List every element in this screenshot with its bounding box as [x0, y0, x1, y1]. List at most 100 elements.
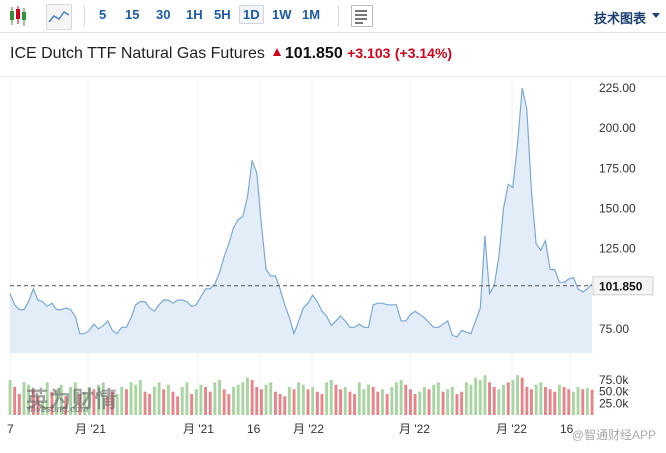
- x-tick-label: 7: [7, 422, 14, 436]
- volume-bar: [69, 387, 72, 415]
- technical-chart-link[interactable]: 技术图表: [593, 11, 646, 26]
- zhitong-watermark: @智通财经APP: [571, 428, 656, 442]
- toolbar-separator: [338, 5, 339, 27]
- volume-bar: [208, 391, 212, 415]
- volume-bar: [297, 382, 301, 415]
- volume-bar: [111, 391, 114, 415]
- volume-bar: [348, 391, 352, 415]
- timeframe-30[interactable]: 30: [156, 7, 171, 22]
- chevron-down-icon[interactable]: [652, 13, 660, 18]
- volume-bar: [553, 391, 557, 415]
- volume-bar: [246, 377, 249, 415]
- volume-bar: [129, 382, 133, 415]
- volume-bar: [506, 382, 510, 415]
- volume-bar: [432, 384, 436, 415]
- volume-bar: [31, 389, 35, 415]
- volume-bar: [418, 391, 422, 415]
- toolbar-separator: [84, 5, 85, 27]
- volume-bar: [371, 387, 375, 415]
- y-tick-label: 75.00: [599, 322, 629, 336]
- volume-bar: [176, 396, 180, 415]
- volume-bar: [339, 389, 342, 415]
- current-price-box: [592, 276, 654, 296]
- y-tick-label: 175.00: [599, 161, 636, 175]
- x-tick-label: 月 '22: [496, 422, 527, 436]
- volume-bar: [269, 382, 273, 415]
- volume-bar: [27, 384, 31, 415]
- volume-bar: [450, 387, 454, 415]
- volume-bar: [64, 396, 68, 415]
- volume-bar: [152, 387, 156, 415]
- area-chart-icon[interactable]: [46, 4, 72, 30]
- volume-bar: [162, 389, 166, 415]
- price-series: [9, 87, 593, 353]
- x-axis-ticks: 7 月 '21 月 '21 16 月 '22 月 '22 月 '22 16: [7, 422, 574, 436]
- volume-bar: [315, 391, 319, 415]
- volume-bar: [306, 389, 310, 415]
- volume-bar: [250, 380, 254, 415]
- volume-bar: [385, 394, 389, 415]
- volume-bar: [180, 387, 184, 415]
- volume-bar: [464, 382, 468, 415]
- volume-bar: [301, 384, 305, 415]
- volume-bar: [218, 380, 221, 415]
- timeframe-1m[interactable]: 1M: [302, 7, 321, 22]
- volume-bar: [544, 387, 547, 415]
- timeframe-1h[interactable]: 1H: [186, 7, 203, 22]
- y-axis-ticks: 225.00200.00175.00150.00125.00100.0075.0…: [599, 81, 636, 336]
- x-tick-label: 月 '21: [183, 422, 214, 436]
- volume-bar: [138, 380, 142, 415]
- volume-bar: [320, 394, 324, 415]
- volume-bar: [204, 387, 207, 415]
- y-tick-label: 125.00: [599, 242, 636, 256]
- volume-bar: [55, 389, 58, 415]
- candlestick-icon[interactable]: [6, 4, 30, 28]
- volume-bar: [78, 394, 82, 415]
- volume-bar: [409, 389, 412, 415]
- x-tick-label: 月 '21: [75, 422, 106, 436]
- volume-bar: [8, 380, 12, 415]
- volume-bar: [329, 380, 333, 415]
- volume-bar: [148, 394, 152, 415]
- volume-bar: [274, 391, 277, 415]
- x-tick-label: 月 '22: [293, 422, 324, 436]
- volume-bar: [548, 389, 552, 415]
- volume-bar: [194, 389, 198, 415]
- timeframe-5[interactable]: 5: [99, 7, 107, 22]
- price-chart[interactable]: 225.00200.00175.00150.00125.00100.0075.0…: [0, 78, 666, 453]
- volume-bar: [185, 382, 189, 415]
- volume-bar: [343, 387, 347, 415]
- volume-bar: [399, 380, 403, 415]
- volume-bar: [264, 384, 268, 415]
- header-divider: [0, 76, 666, 77]
- volume-bar: [283, 396, 287, 415]
- volume-bar: [441, 391, 445, 415]
- volume-bar: [427, 389, 431, 415]
- spreadsheet-icon[interactable]: [351, 5, 373, 27]
- volume-bar: [83, 391, 86, 415]
- timeframe-5h[interactable]: 5H: [214, 7, 231, 22]
- volume-bar: [213, 382, 217, 415]
- volume-bar: [278, 394, 282, 415]
- volume-bar: [353, 394, 356, 415]
- volume-bar: [516, 375, 519, 415]
- timeframe-1d[interactable]: 1D: [239, 5, 264, 24]
- volume-bar: [571, 391, 575, 415]
- chart-toolbar: 5 15 30 1H 5H 1D 1W 1M 技术图表: [0, 0, 666, 33]
- volume-bar: [525, 387, 529, 415]
- volume-bar: [190, 394, 194, 415]
- volume-bar: [455, 394, 459, 415]
- volume-bar: [101, 382, 105, 415]
- volume-bar: [50, 391, 54, 415]
- timeframe-1w[interactable]: 1W: [272, 7, 292, 22]
- volume-bar: [292, 389, 296, 415]
- volume-bar: [585, 387, 589, 415]
- volume-bar: [357, 382, 361, 415]
- volume-bar: [36, 396, 40, 415]
- volume-bar: [241, 382, 245, 415]
- volume-tick-label: 25.0k: [599, 396, 629, 410]
- volume-bar: [460, 391, 464, 415]
- timeframe-15[interactable]: 15: [125, 7, 140, 22]
- volume-series: [8, 375, 594, 415]
